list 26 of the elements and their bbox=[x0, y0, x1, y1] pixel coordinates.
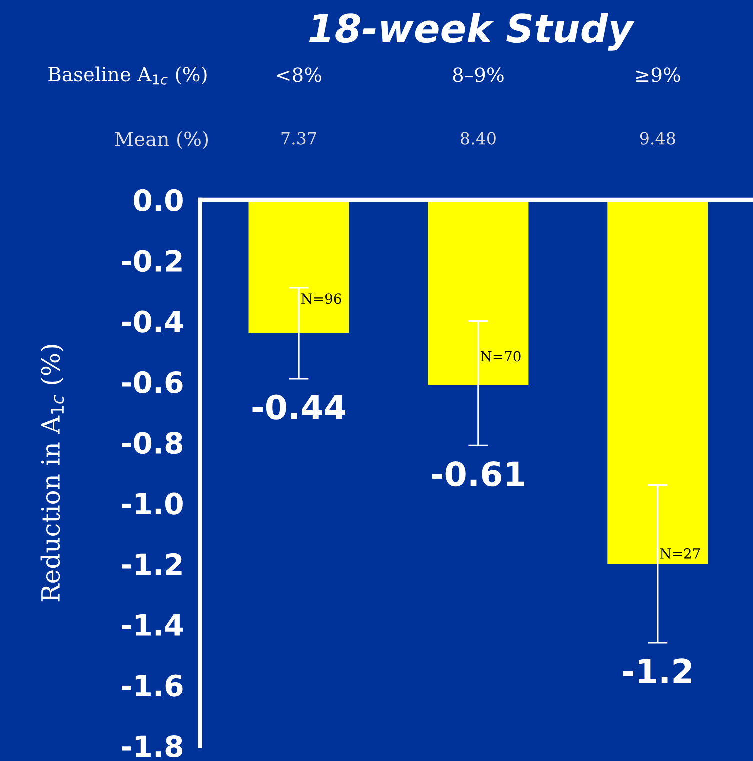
x-tick-label: 8–9% bbox=[453, 68, 504, 82]
y-tick-label: -0.8 bbox=[122, 432, 183, 454]
annotation: N=70 bbox=[480, 351, 521, 362]
data-label: -1.2 bbox=[623, 658, 692, 684]
text: 8.40 bbox=[461, 132, 496, 145]
y-tick-label: 0.0 bbox=[134, 189, 183, 212]
chart-title: 18-week Study bbox=[309, 12, 635, 51]
y-tick-label: -1.8 bbox=[122, 735, 183, 758]
data-label: -0.44 bbox=[252, 394, 346, 420]
y-tick-label: -1.2 bbox=[122, 553, 182, 576]
y-tick-label: -1.0 bbox=[122, 492, 183, 515]
x-tick-label: ≥9% bbox=[636, 68, 680, 82]
y-tick-label: -1.4 bbox=[122, 614, 183, 636]
data-label: -0.61 bbox=[432, 461, 524, 487]
y-tick-label: -0.6 bbox=[122, 371, 183, 394]
x-axis-title: Baseline A$_{1c}$ (%) bbox=[48, 66, 207, 85]
y-axis-title: Reduction in A$_{1c}$ (%) bbox=[40, 345, 64, 602]
text: Mean (%) bbox=[115, 131, 208, 150]
annotation: N=96 bbox=[301, 294, 342, 304]
y-tick-label: -0.2 bbox=[122, 250, 182, 272]
text: 7.37 bbox=[282, 132, 316, 145]
text: 9.48 bbox=[640, 132, 676, 145]
annotation: N=27 bbox=[660, 548, 700, 559]
x-tick-label: <8% bbox=[277, 68, 322, 82]
y-tick-label: -1.6 bbox=[122, 674, 183, 697]
y-tick-label: -0.4 bbox=[122, 310, 183, 333]
